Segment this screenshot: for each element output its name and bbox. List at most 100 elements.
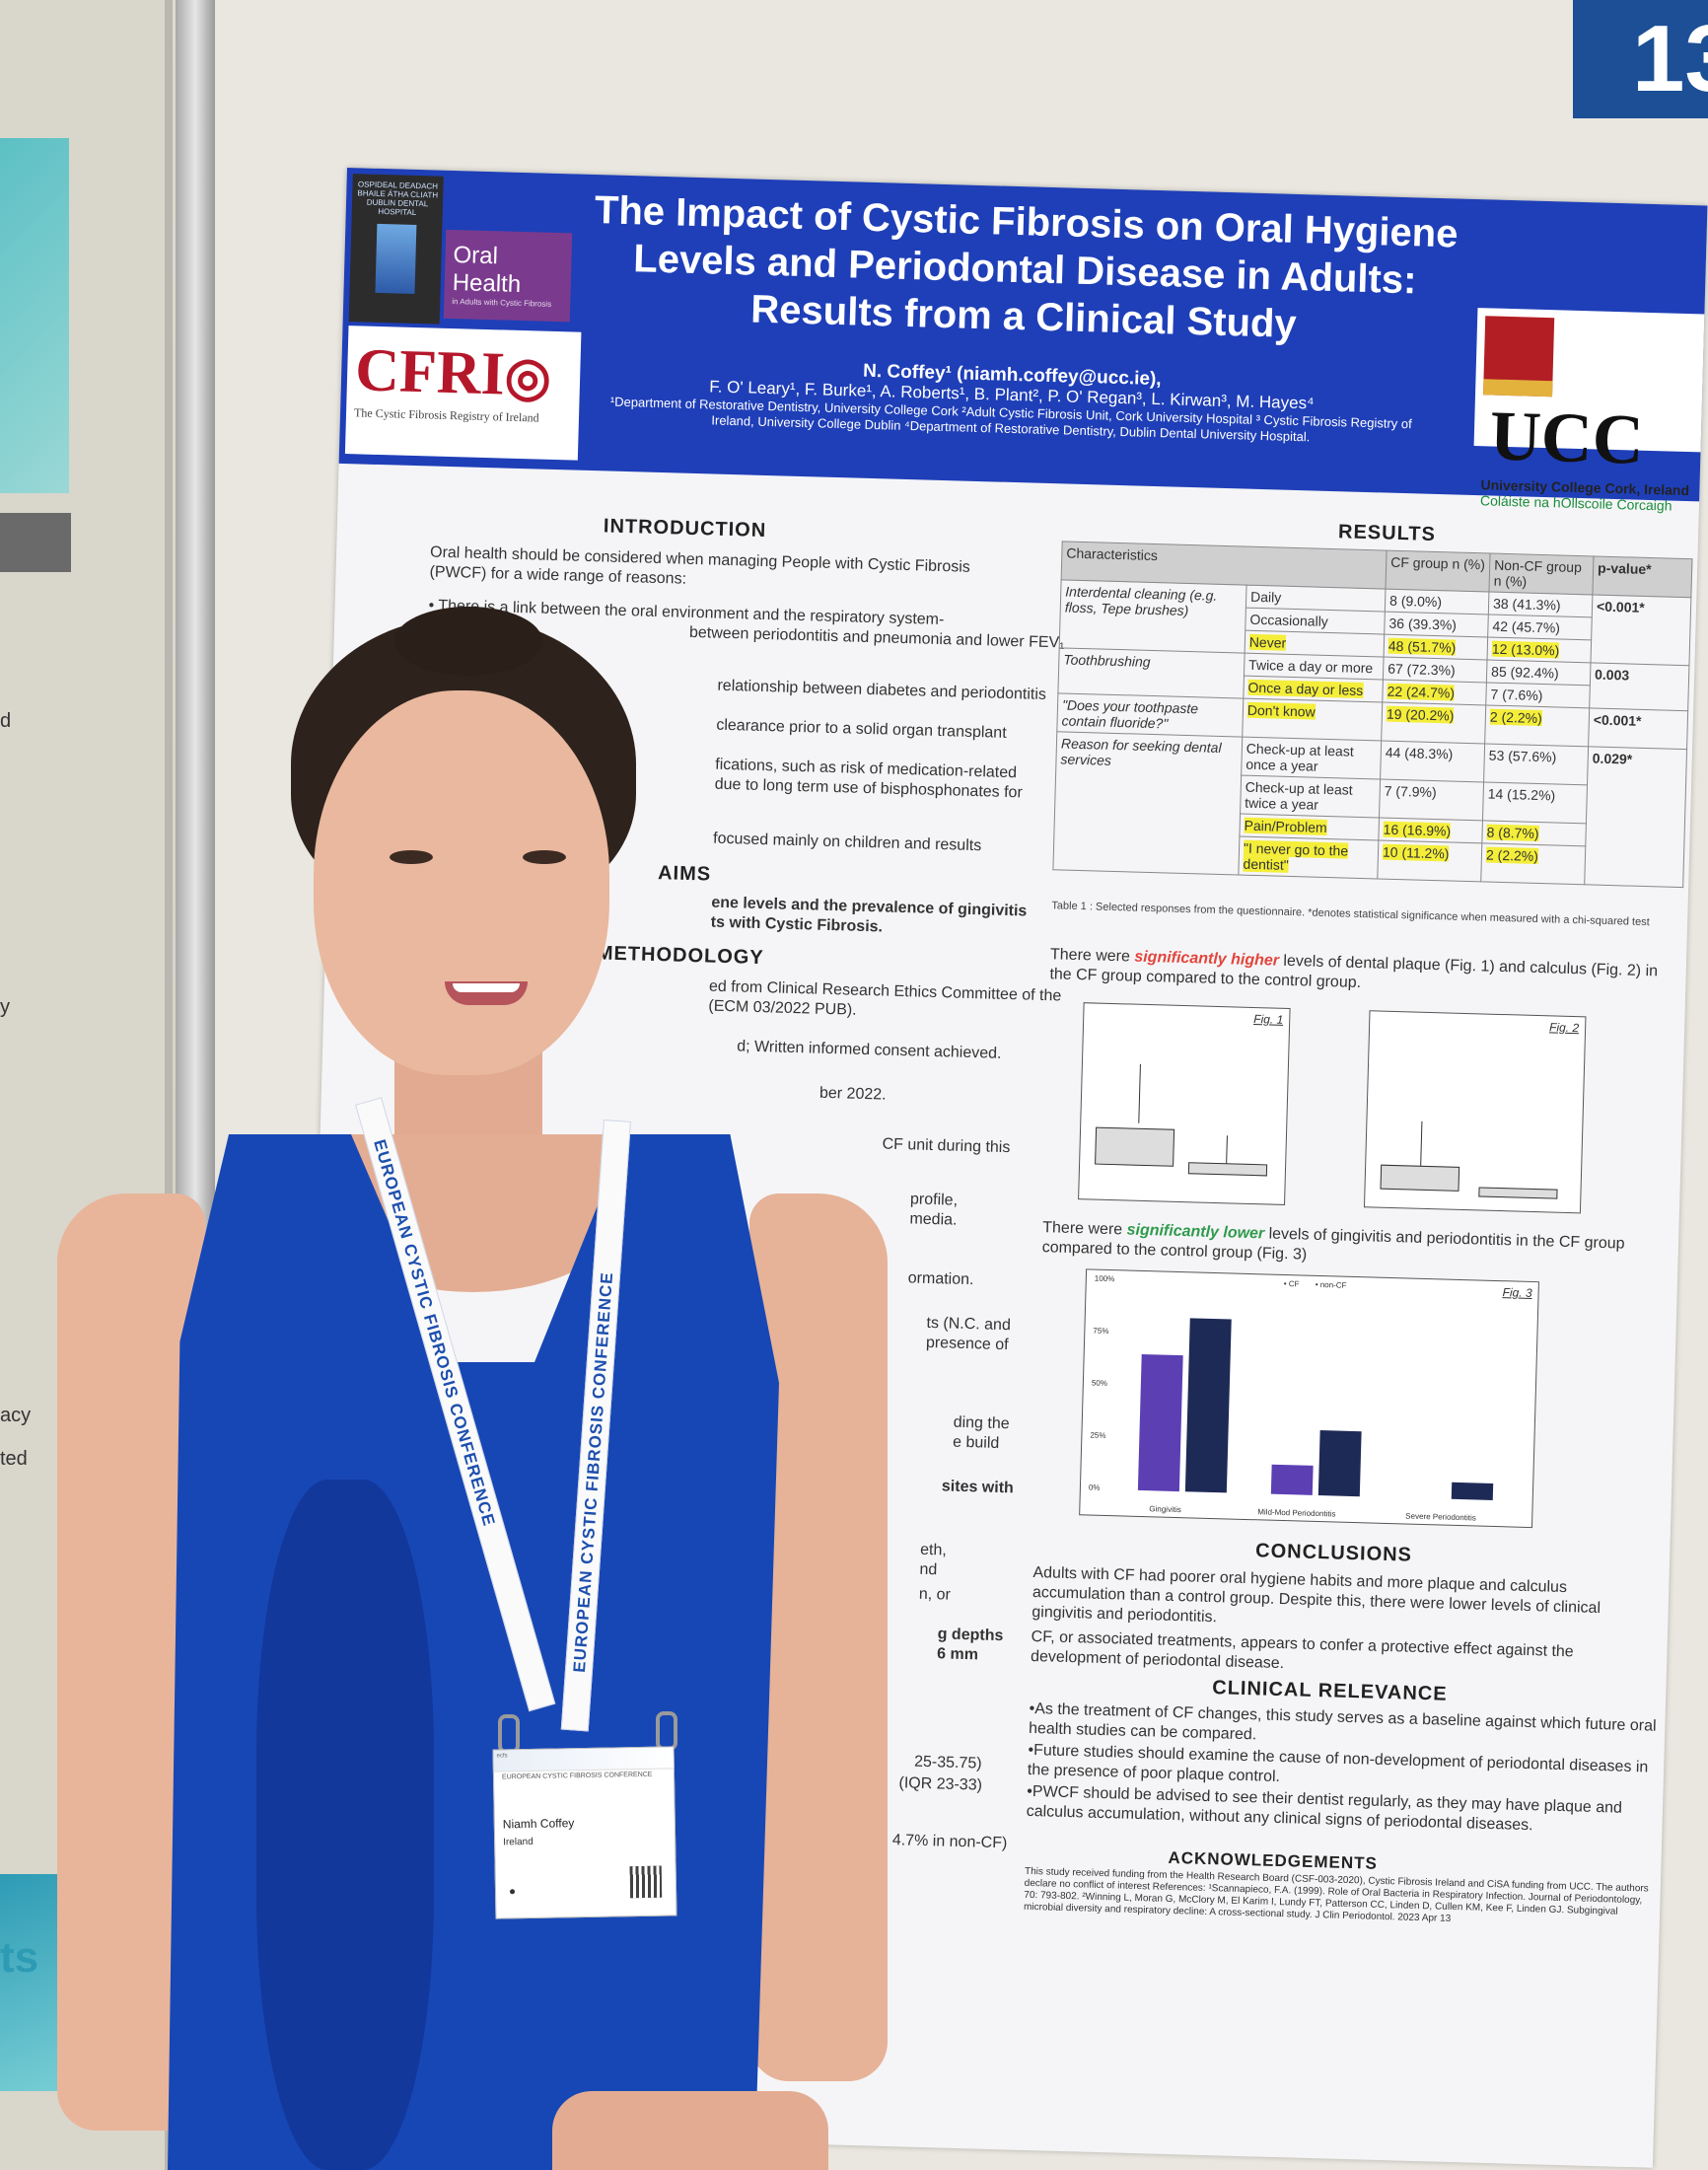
oral-health-logo-subtitle: in Adults with Cystic Fibrosis [452,297,552,309]
figure-label: Fig. 1 [1253,1012,1284,1027]
booth-number: 13 [1573,0,1708,118]
conclusions-paragraph: Adults with CF had poorer oral hygiene h… [1032,1563,1601,1627]
boxplot-box-cf [1095,1126,1175,1167]
column-header: p-value* [1592,555,1692,598]
ucc-logo: UCC University College Cork, Ireland Col… [1473,308,1705,514]
table-caption: Table 1 : Selected responses from the qu… [1051,900,1650,929]
display-pole [176,0,215,2170]
figure-3-bar [1137,1354,1183,1492]
row-label: "I never go to the dentist" [1238,836,1379,879]
cfri-swirl-icon: ◎ [503,346,552,407]
results-heading: RESULTS [1337,521,1437,545]
cf-value: 36 (39.3%) [1384,612,1489,637]
adjacent-poster-fragment: d [0,710,12,732]
acknowledgements-text: This study received funding from the Hea… [1023,1865,1649,1924]
cf-value: 10 (11.2%) [1377,839,1482,882]
column-header: Non-CF group n (%) [1488,553,1594,595]
row-label: Check-up at least twice a year [1240,775,1381,818]
cf-value: 19 (20.2%) [1381,702,1486,744]
hospital-tower-icon [375,223,417,294]
row-label: Don't know [1242,698,1383,742]
plaque-finding: There were significantly higher levels o… [1049,946,1659,992]
adjacent-poster-fragment: y [0,996,10,1018]
ucc-logo-text: UCC [1488,396,1645,479]
y-tick-label: 50% [1091,1378,1108,1389]
noncf-value: 14 (15.2%) [1482,781,1588,824]
adjacent-poster-graphic-bottom [0,1874,108,2091]
noncf-value: 2 (2.2%) [1480,842,1586,885]
p-value: <0.001* [1588,707,1688,750]
p-value: 0.003 [1589,662,1689,711]
poster-authors: N. Coffey¹ (niamh.coffey@ucc.ie), F. O' … [587,354,1437,449]
boxplot-whisker [1226,1135,1228,1166]
methodology-fragment: ormation. [907,1269,974,1289]
boxplot-box-noncf [1187,1162,1268,1177]
research-poster: OSPIDEAL DEADACH BHAILE ÁTHA CLIATH DUBL… [292,168,1708,2168]
noncf-value: 85 (92.4%) [1486,659,1591,686]
clinical-relevance-heading: CLINICAL RELEVANCE [1212,1677,1448,1705]
figure-3-bar [1184,1318,1232,1493]
poster-title: The Impact of Cystic Fibrosis on Oral Hy… [594,188,1459,346]
row-group-label: "Does your toothpaste contain fluoride?" [1056,692,1244,738]
row-group-label: Toothbrushing [1057,647,1245,699]
adjacent-poster-fragment: ted [0,1448,28,1470]
adjacent-poster-bar [0,513,71,572]
figure-3-bar [1451,1482,1494,1500]
noncf-value: 7 (7.6%) [1485,682,1591,708]
methodology-fragment: CF unit during this [882,1135,1011,1157]
x-tick-label: Severe Periodontitis [1405,1511,1476,1523]
methodology-fragment: ber 2022. [818,1084,887,1104]
figure-3-plot-area [1120,1280,1526,1500]
p-value: <0.001* [1590,594,1691,666]
y-tick-label: 100% [1094,1273,1115,1284]
figure-3-bar [1403,1497,1446,1499]
methodology-fragment: 4.7% in non-CF) [891,1832,1008,1852]
adjacent-poster-fragment: ts [0,1933,39,1982]
boxplot-box-noncf [1478,1187,1558,1199]
introduction-fragment: relationship between diabetes and period… [717,677,1047,703]
row-group-label: Interdental cleaning (e.g. floss, Tepe b… [1059,579,1246,654]
figure-1-boxplot: Fig. 1 [1078,1002,1291,1205]
introduction-fragment: clearance prior to a solid organ transpl… [716,716,1007,742]
noncf-value: 53 (57.6%) [1483,743,1589,785]
conclusions-heading: CONCLUSIONS [1254,1540,1413,1566]
row-label: Check-up at least once a year [1241,737,1382,779]
figure-label: Fig. 2 [1548,1020,1580,1036]
oral-health-logo-text: Oral Health [452,242,522,298]
figure-3-bar-chart: Fig. 3 • CF • non-CF 100% 75% 50% 25% 0%… [1079,1268,1539,1529]
cf-value: 44 (48.3%) [1380,741,1485,782]
cf-value: 22 (24.7%) [1382,680,1487,705]
cf-value: 67 (72.3%) [1383,657,1488,683]
dublin-dental-hospital-logo: OSPIDEAL DEADACH BHAILE ÁTHA CLIATH DUBL… [348,174,444,325]
poster-header: OSPIDEAL DEADACH BHAILE ÁTHA CLIATH DUBL… [338,168,1708,514]
results-table: Characteristics CF group n (%) Non-CF gr… [1052,541,1692,888]
cfri-logo: CFRI◎ The Cystic Fibrosis Registry of Ir… [344,326,582,461]
introduction-lead: Oral health should be considered when ma… [429,543,971,588]
cf-value: 7 (7.9%) [1379,778,1484,821]
noncf-value: 12 (13.0%) [1487,636,1592,663]
figure-2-boxplot: Fig. 2 [1363,1010,1587,1214]
cfri-logo-subtitle: The Cystic Fibrosis Registry of Ireland [353,405,539,425]
cf-value: 8 (9.0%) [1385,589,1489,615]
row-group-label: Reason for seeking dental services [1052,731,1243,876]
noncf-value: 8 (8.7%) [1481,820,1587,846]
noncf-value: 38 (41.3%) [1488,591,1593,617]
y-tick-label: 0% [1088,1483,1101,1492]
y-tick-label: 75% [1093,1326,1109,1337]
adjacent-poster: d y acy ted ts [0,0,173,2170]
figure-3-bar [1270,1465,1314,1495]
p-value: 0.029* [1584,746,1687,888]
adjacent-poster-fragment: acy [0,1405,32,1426]
figure-3-bar [1317,1430,1362,1497]
methodology-heading: METHODOLOGY [596,942,764,970]
oral-health-logo: Oral Health in Adults with Cystic Fibros… [443,229,573,323]
cfri-logo-text: CFRI [354,336,506,408]
boxplot-box-cf [1380,1164,1460,1192]
adjacent-poster-graphic [0,138,69,493]
aims-heading: AIMS [657,862,712,886]
column-header: CF group n (%) [1385,550,1491,592]
cf-value: 16 (16.9%) [1378,817,1483,843]
x-tick-label: Gingivitis [1149,1504,1181,1515]
gingivitis-finding: There were significantly lower levels of… [1041,1219,1625,1264]
introduction-heading: INTRODUCTION [603,515,767,542]
